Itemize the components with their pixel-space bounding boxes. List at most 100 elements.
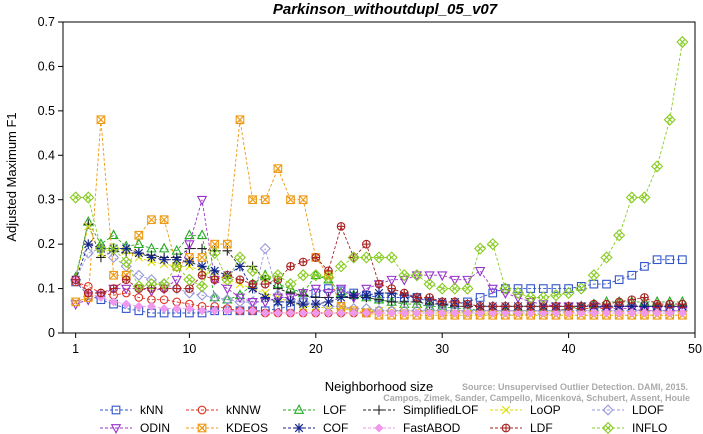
data-point-inflo: [436, 282, 449, 295]
data-point-ldf: [336, 222, 346, 231]
data-point-ldf: [399, 288, 409, 298]
legend-marker-ldof: [602, 404, 614, 416]
chart-title: Parkinson_withoutdupl_05_v07: [273, 1, 498, 18]
data-point-ldf: [538, 301, 548, 311]
data-point-simplifiedlof: [197, 243, 207, 254]
data-point-kdeos: [273, 164, 283, 173]
data-point-fastabod: [298, 308, 308, 318]
data-point-odin: [424, 271, 435, 282]
data-point-ldf: [311, 253, 321, 262]
data-point-kdeos: [109, 270, 118, 280]
data-point-ldf: [96, 288, 106, 298]
x-tick-label: 1: [72, 342, 79, 356]
data-point-ldf: [412, 293, 422, 302]
data-point-inflo: [410, 269, 423, 282]
y-tick-label: 0.7: [38, 15, 55, 29]
legend-item-cof: COF: [283, 421, 348, 434]
data-point-inflo: [651, 160, 664, 173]
data-point-cof: [121, 243, 131, 254]
watermark-line-1: Source: Unsupervised Outlier Detection. …: [462, 382, 688, 392]
data-point-knn: [324, 284, 333, 293]
data-point-kdeos: [159, 215, 169, 225]
axes-layer: 1 10 20 30 40 50 0 0.1 0.2 0.3 0.4 0.5 0.6 0.7: [38, 15, 702, 356]
data-point-ldof: [209, 291, 221, 304]
data-point-knnw: [159, 295, 169, 305]
data-point-lof: [133, 238, 145, 248]
data-point-inflo: [158, 278, 171, 291]
legend-marker-knn: [111, 405, 121, 415]
data-point-fastabod: [677, 308, 687, 318]
data-point-odin: [247, 298, 258, 308]
series-inflo: [69, 35, 689, 304]
data-point-fastabod: [311, 308, 321, 318]
data-point-odin: [512, 293, 524, 304]
data-point-fastabod: [538, 308, 548, 318]
data-point-ldof: [82, 247, 94, 259]
data-point-fastabod: [235, 306, 245, 316]
data-point-kdeos: [197, 253, 207, 262]
legend-marker-ldf: [501, 423, 511, 433]
data-point-odin: [310, 284, 322, 295]
data-point-inflo: [335, 260, 348, 273]
data-point-kdeos: [222, 239, 232, 249]
data-point-fastabod: [248, 306, 258, 316]
data-point-ldf: [109, 284, 118, 293]
y-tick-label: 0: [48, 326, 55, 340]
data-point-inflo: [511, 286, 525, 300]
data-point-cof: [639, 301, 650, 312]
data-point-inflo: [600, 251, 613, 264]
x-tick-label: 10: [182, 342, 196, 356]
data-point-odin: [323, 289, 334, 299]
data-point-lof: [158, 242, 170, 253]
data-point-odin: [487, 284, 498, 295]
data-point-inflo: [372, 251, 386, 264]
plot-frame-border: [62, 21, 696, 334]
data-point-fastabod: [336, 308, 346, 318]
data-point-lof: [310, 269, 322, 280]
data-point-fastabod: [323, 308, 333, 318]
data-point-ldf: [652, 299, 662, 309]
data-point-cof: [184, 257, 195, 267]
data-point-knn: [614, 275, 624, 285]
data-point-inflo: [221, 273, 234, 286]
data-point-cof: [298, 299, 308, 309]
data-point-ldof: [221, 294, 233, 306]
data-point-ldf: [222, 270, 232, 280]
data-point-ldf: [425, 293, 434, 302]
data-point-ldf: [627, 295, 637, 305]
data-point-fastabod: [488, 308, 498, 318]
data-point-fastabod: [652, 308, 662, 318]
y-tick-label: 0.1: [38, 282, 55, 296]
data-point-kdeos: [134, 230, 144, 240]
data-point-cof: [285, 297, 296, 307]
legend-marker-lof: [293, 404, 305, 414]
legend-item-ldof: LDOF: [592, 403, 664, 417]
data-point-odin: [411, 271, 423, 282]
data-point-fastabod: [210, 306, 220, 316]
data-point-inflo: [524, 291, 537, 304]
data-point-ldof: [133, 269, 145, 281]
data-point-fastabod: [273, 308, 283, 318]
legend-marker-loop: [501, 405, 511, 415]
data-point-cof: [209, 266, 220, 276]
data-point-loop: [235, 279, 245, 289]
data-point-simplifiedlof: [83, 219, 94, 229]
data-point-fastabod: [614, 308, 624, 318]
data-point-inflo: [271, 269, 284, 282]
data-point-ldf: [185, 284, 194, 293]
data-point-kdeos: [298, 195, 308, 205]
data-point-inflo: [562, 286, 575, 300]
data-point-odin: [234, 293, 246, 304]
y-tick-label: 0.5: [38, 104, 55, 118]
data-point-odin: [184, 240, 195, 251]
x-tick-label: 50: [688, 342, 702, 356]
legend-label-inflo: INFLO: [632, 421, 667, 434]
data-point-ldf: [488, 301, 498, 311]
data-point-odin: [120, 284, 132, 295]
legend-label-ldof: LDOF: [632, 403, 664, 417]
legend-label-knn: kNN: [140, 403, 163, 417]
data-point-fastabod: [450, 308, 460, 318]
legend: kNN kNNW LOF SimplifiedLOF LoOP LDOF ODIN KDEOS…: [100, 403, 667, 434]
data-point-cof: [336, 292, 346, 303]
data-point-inflo: [94, 242, 107, 255]
